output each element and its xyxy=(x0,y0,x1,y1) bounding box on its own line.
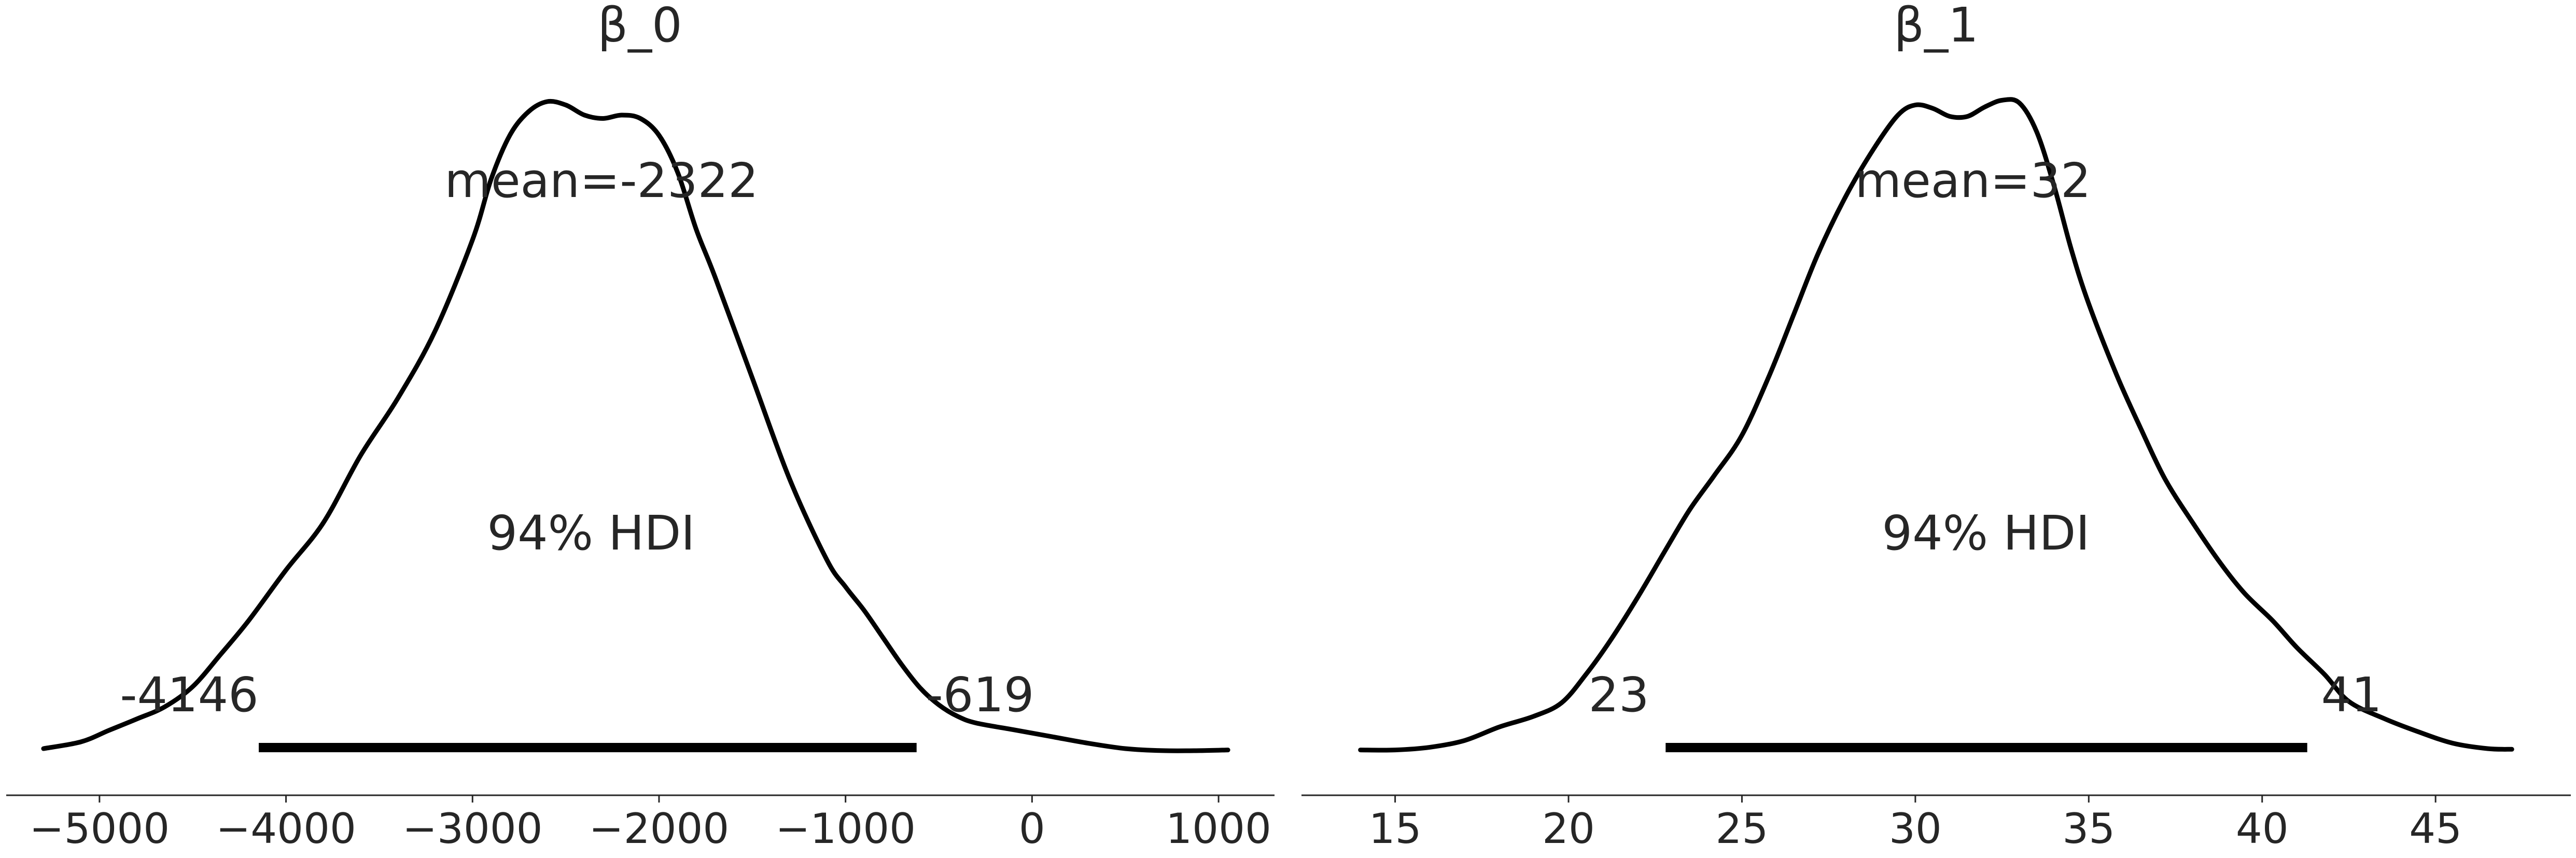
panel-beta-1: β_1 mean=32 94% HDI 23 41 15 20 25 30 35 40 45 xyxy=(1301,0,2571,853)
hdi-low-label: -4146 xyxy=(120,667,258,723)
x-axis-ticks: 15 20 25 30 35 40 45 xyxy=(1369,795,2462,853)
x-tick-label: 15 xyxy=(1369,805,1422,853)
x-tick-label: −2000 xyxy=(589,805,730,853)
hdi-low-label: 23 xyxy=(1588,667,1649,723)
x-tick-label: −3000 xyxy=(402,805,543,853)
x-tick-label: −1000 xyxy=(775,805,916,853)
density-curve xyxy=(41,99,1230,753)
hdi-high-label: 41 xyxy=(2321,667,2382,723)
panel-beta-0: β_0 mean=-2322 94% HDI -4146 -619 −5000−… xyxy=(6,0,1275,853)
hdi-high-label: -619 xyxy=(926,667,1034,723)
x-tick-label: 30 xyxy=(1889,805,1942,853)
density-curve xyxy=(1358,97,2514,753)
mean-label: mean=32 xyxy=(1855,153,2091,208)
panel-title: β_1 xyxy=(1894,0,1978,53)
x-tick-label: 35 xyxy=(2062,805,2115,853)
x-tick-label: 40 xyxy=(2236,805,2289,853)
x-axis-ticks: −5000 −4000 −3000 −2000 −1000 0 1000 xyxy=(30,795,1271,853)
x-tick-label: −4000 xyxy=(216,805,356,853)
hdi-label: 94% HDI xyxy=(487,505,695,561)
panel-title: β_0 xyxy=(597,0,682,53)
mean-label: mean=-2322 xyxy=(444,153,758,208)
hdi-label: 94% HDI xyxy=(1882,505,2090,561)
x-tick-label: 45 xyxy=(2409,805,2462,853)
x-tick-label: 0 xyxy=(1019,805,1045,853)
x-tick-label: −5000 xyxy=(30,805,170,853)
x-tick-label: 20 xyxy=(1542,805,1595,853)
x-tick-label: 1000 xyxy=(1166,805,1271,853)
x-tick-label: 25 xyxy=(1716,805,1769,853)
